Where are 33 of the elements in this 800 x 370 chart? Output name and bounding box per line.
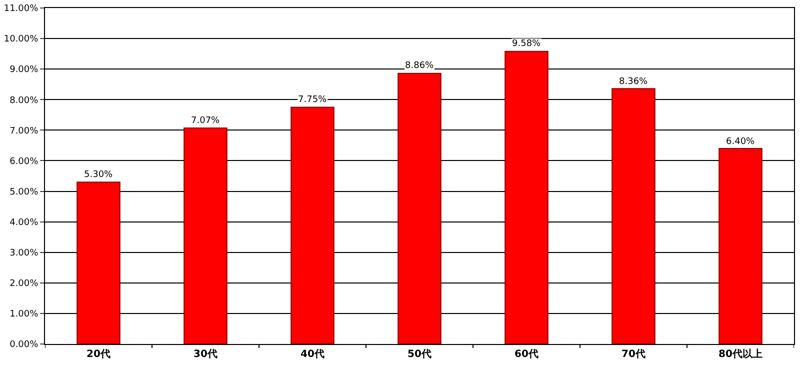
y-tick-label: 6.00%	[10, 156, 39, 167]
x-tick-label: 40代	[300, 348, 324, 360]
bar	[398, 72, 442, 344]
bar	[612, 88, 656, 344]
y-tick-label: 9.00%	[10, 65, 39, 76]
data-label: 6.40%	[726, 137, 756, 147]
data-label: 9.58%	[512, 39, 542, 49]
x-tick-label: 20代	[86, 348, 110, 360]
x-tick-label: 30代	[194, 348, 218, 360]
data-label: 7.07%	[191, 116, 220, 126]
bar	[184, 128, 228, 344]
y-tick-label: 10.00%	[4, 34, 39, 45]
x-tick-label: 50代	[408, 348, 432, 360]
y-tick-label: 8.00%	[10, 96, 39, 106]
data-label: 5.30%	[84, 170, 114, 180]
y-tick-label: 11.00%	[4, 4, 39, 14]
y-tick-label: 7.00%	[10, 126, 39, 136]
data-label: 8.36%	[619, 77, 648, 87]
y-tick-label: 5.00%	[10, 187, 39, 198]
y-tick-label: 2.00%	[10, 279, 39, 290]
bar	[504, 50, 548, 344]
bar	[290, 106, 334, 344]
data-label: 7.75%	[298, 95, 328, 105]
y-tick-label: 4.00%	[10, 218, 39, 228]
x-tick-label: 80代以上	[718, 348, 762, 360]
x-tick-label: 70代	[622, 348, 646, 360]
y-tick-label: 1.00%	[10, 310, 39, 320]
bar	[718, 148, 762, 344]
bar	[76, 182, 120, 344]
y-tick-label: 0.00%	[10, 340, 39, 350]
y-tick-label: 3.00%	[10, 248, 39, 259]
x-tick-label: 60代	[514, 348, 538, 360]
data-label: 8.86%	[405, 61, 434, 71]
